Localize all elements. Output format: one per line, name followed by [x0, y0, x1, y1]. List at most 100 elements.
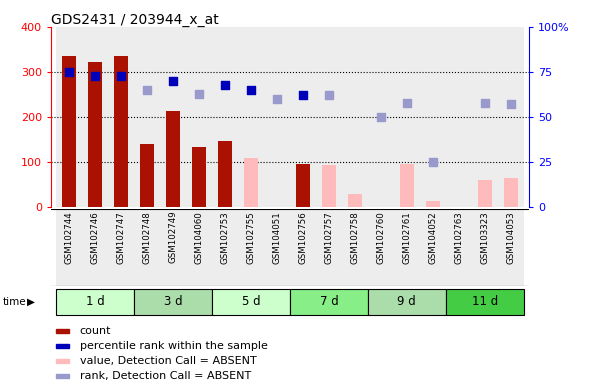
- Point: [246, 87, 256, 93]
- Text: 5 d: 5 d: [242, 295, 260, 308]
- Bar: [186, 27, 212, 207]
- Bar: [420, 209, 446, 286]
- Text: percentile rank within the sample: percentile rank within the sample: [80, 341, 267, 351]
- Point: [64, 69, 74, 75]
- Point: [168, 78, 178, 84]
- Bar: [134, 27, 160, 207]
- Bar: [472, 209, 498, 286]
- Bar: [56, 344, 69, 348]
- Bar: [394, 209, 420, 286]
- Bar: [498, 209, 523, 286]
- Bar: [56, 329, 69, 333]
- Text: GSM104052: GSM104052: [429, 211, 438, 263]
- Bar: [368, 290, 446, 315]
- Bar: [192, 147, 206, 207]
- Bar: [88, 62, 102, 207]
- Text: 3 d: 3 d: [164, 295, 183, 308]
- Point: [117, 73, 126, 79]
- Bar: [420, 27, 446, 207]
- Point: [272, 96, 282, 102]
- Point: [220, 81, 230, 88]
- Text: GSM102753: GSM102753: [221, 211, 230, 263]
- Bar: [290, 209, 316, 286]
- Bar: [166, 111, 180, 207]
- Bar: [56, 27, 82, 207]
- Bar: [504, 178, 518, 207]
- Point: [194, 91, 204, 97]
- Text: GSM102756: GSM102756: [299, 211, 308, 263]
- Point: [298, 93, 308, 99]
- Bar: [446, 290, 523, 315]
- Bar: [134, 209, 160, 286]
- Bar: [472, 27, 498, 207]
- Bar: [368, 27, 394, 207]
- Bar: [394, 27, 420, 207]
- Bar: [342, 209, 368, 286]
- Text: GDS2431 / 203944_x_at: GDS2431 / 203944_x_at: [51, 13, 219, 27]
- Bar: [218, 141, 232, 207]
- Bar: [56, 290, 134, 315]
- Bar: [426, 200, 440, 207]
- Text: GSM104060: GSM104060: [195, 211, 204, 263]
- Text: 11 d: 11 d: [472, 295, 498, 308]
- Bar: [296, 164, 310, 207]
- Bar: [400, 164, 414, 207]
- Bar: [478, 180, 492, 207]
- Bar: [160, 27, 186, 207]
- Text: GSM102755: GSM102755: [246, 211, 255, 263]
- Text: GSM102748: GSM102748: [142, 211, 151, 263]
- Bar: [186, 209, 212, 286]
- Bar: [56, 374, 69, 378]
- Text: rank, Detection Call = ABSENT: rank, Detection Call = ABSENT: [80, 371, 251, 381]
- Bar: [368, 209, 394, 286]
- Text: GSM103323: GSM103323: [480, 211, 489, 263]
- Text: 9 d: 9 d: [397, 295, 416, 308]
- Text: 1 d: 1 d: [86, 295, 105, 308]
- Point: [402, 99, 412, 106]
- Bar: [322, 166, 336, 207]
- Text: time: time: [3, 297, 26, 307]
- Bar: [316, 27, 342, 207]
- Bar: [108, 27, 134, 207]
- Bar: [212, 209, 238, 286]
- Bar: [238, 209, 264, 286]
- Bar: [264, 209, 290, 286]
- Bar: [244, 158, 258, 207]
- Bar: [56, 359, 69, 363]
- Bar: [264, 27, 290, 207]
- Bar: [212, 27, 238, 207]
- Text: GSM102757: GSM102757: [325, 211, 334, 263]
- Text: GSM102747: GSM102747: [117, 211, 126, 263]
- Text: 7 d: 7 d: [320, 295, 338, 308]
- Point: [376, 114, 386, 120]
- Bar: [498, 27, 523, 207]
- Point: [480, 99, 490, 106]
- Bar: [316, 209, 342, 286]
- Bar: [446, 209, 472, 286]
- Point: [428, 159, 438, 165]
- Point: [506, 101, 516, 108]
- Bar: [446, 27, 472, 207]
- Bar: [82, 209, 108, 286]
- Text: GSM102744: GSM102744: [65, 211, 74, 263]
- Bar: [342, 27, 368, 207]
- Bar: [140, 144, 154, 207]
- Point: [90, 73, 100, 79]
- Text: GSM102758: GSM102758: [350, 211, 359, 263]
- Text: GSM102761: GSM102761: [402, 211, 411, 263]
- Text: value, Detection Call = ABSENT: value, Detection Call = ABSENT: [80, 356, 257, 366]
- Text: count: count: [80, 326, 111, 336]
- Bar: [160, 209, 186, 286]
- Bar: [114, 56, 129, 207]
- Point: [142, 87, 152, 93]
- Bar: [212, 290, 290, 315]
- Bar: [238, 27, 264, 207]
- Text: GSM102763: GSM102763: [454, 211, 463, 263]
- Bar: [82, 27, 108, 207]
- Text: GSM102746: GSM102746: [91, 211, 100, 263]
- Bar: [290, 27, 316, 207]
- Bar: [62, 56, 76, 207]
- Bar: [108, 209, 134, 286]
- Bar: [348, 194, 362, 207]
- Text: GSM102749: GSM102749: [169, 211, 178, 263]
